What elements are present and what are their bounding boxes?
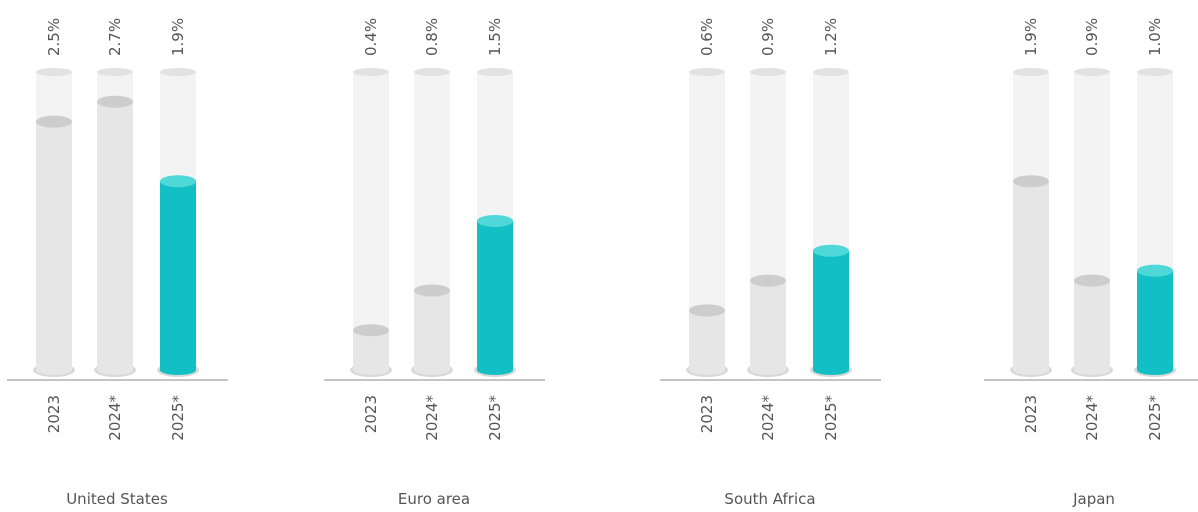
panel-title: South Africa bbox=[724, 490, 815, 508]
panel: 0.4% 2023 0.8% 2024* 1.5% 2025* Euro area bbox=[324, 18, 545, 508]
bar-bottom bbox=[1074, 365, 1110, 375]
bar-track-top bbox=[160, 68, 196, 76]
panel: 1.9% 2023 0.9% 2024* 1.0% 2025* Japan bbox=[984, 18, 1198, 508]
value-label: 1.2% bbox=[822, 18, 840, 56]
bar bbox=[1013, 181, 1049, 370]
bar-top bbox=[750, 274, 786, 287]
x-tick-label: 2025* bbox=[169, 395, 187, 441]
bar-bottom bbox=[97, 365, 133, 375]
x-tick-label: 2024* bbox=[106, 395, 124, 441]
value-label: 2.7% bbox=[106, 18, 124, 56]
bar-bottom bbox=[1137, 365, 1173, 375]
bar-bottom bbox=[160, 365, 196, 375]
value-label: 0.4% bbox=[362, 18, 380, 56]
panel-title: Japan bbox=[1072, 490, 1115, 508]
value-label: 0.8% bbox=[423, 18, 441, 56]
x-tick-label: 2025* bbox=[486, 395, 504, 441]
x-tick-label: 2024* bbox=[1083, 395, 1101, 441]
bar-bottom bbox=[813, 365, 849, 375]
bar-bottom bbox=[477, 365, 513, 375]
x-tick-label: 2025* bbox=[1146, 395, 1164, 441]
bar bbox=[750, 280, 786, 370]
bar bbox=[97, 101, 133, 371]
bar-track-top bbox=[414, 68, 450, 76]
bar bbox=[813, 250, 849, 370]
bar-bottom bbox=[1013, 365, 1049, 375]
bar bbox=[160, 181, 196, 370]
x-tick-label: 2023 bbox=[698, 395, 716, 433]
bar bbox=[353, 330, 389, 370]
x-tick-label: 2023 bbox=[1022, 395, 1040, 433]
bar-track-top bbox=[477, 68, 513, 76]
bar-top bbox=[689, 304, 725, 317]
bar-top bbox=[1137, 264, 1173, 277]
bar-track-top bbox=[1074, 68, 1110, 76]
x-tick-label: 2024* bbox=[759, 395, 777, 441]
panel: 0.6% 2023 0.9% 2024* 1.2% 2025* South Africa bbox=[660, 18, 881, 508]
value-label: 0.9% bbox=[759, 18, 777, 56]
panel-title: Euro area bbox=[398, 490, 470, 508]
x-tick-label: 2023 bbox=[362, 395, 380, 433]
value-label: 2.5% bbox=[45, 18, 63, 56]
bar-track-top bbox=[750, 68, 786, 76]
bar-track-top bbox=[353, 68, 389, 76]
bar-track-top bbox=[1137, 68, 1173, 76]
x-tick-label: 2024* bbox=[423, 395, 441, 441]
bar-track-top bbox=[813, 68, 849, 76]
value-label: 1.9% bbox=[169, 18, 187, 56]
bar-top bbox=[813, 244, 849, 257]
bar bbox=[1137, 270, 1173, 370]
bar-bottom bbox=[750, 365, 786, 375]
value-label: 1.5% bbox=[486, 18, 504, 56]
bar bbox=[36, 121, 72, 371]
bar bbox=[414, 290, 450, 370]
value-label: 1.9% bbox=[1022, 18, 1040, 56]
bar-top bbox=[97, 95, 133, 108]
bar-top bbox=[353, 324, 389, 337]
value-label: 0.6% bbox=[698, 18, 716, 56]
bar-track bbox=[353, 72, 389, 370]
bar-track-top bbox=[97, 68, 133, 76]
bar-bottom bbox=[36, 365, 72, 375]
bar-track-top bbox=[1013, 68, 1049, 76]
bar-top bbox=[414, 284, 450, 297]
bar-top bbox=[36, 115, 72, 128]
x-tick-label: 2023 bbox=[45, 395, 63, 433]
bar-bottom bbox=[414, 365, 450, 375]
bar-bottom bbox=[689, 365, 725, 375]
bar-bottom bbox=[353, 365, 389, 375]
panel-title: United States bbox=[66, 490, 168, 508]
bar-top bbox=[1074, 274, 1110, 287]
bar-track-top bbox=[36, 68, 72, 76]
x-tick-label: 2025* bbox=[822, 395, 840, 441]
panel: 2.5% 2023 2.7% 2024* 1.9% 2025* United States bbox=[7, 18, 228, 508]
value-label: 0.9% bbox=[1083, 18, 1101, 56]
bar-track-top bbox=[689, 68, 725, 76]
value-label: 1.0% bbox=[1146, 18, 1164, 56]
bar bbox=[1074, 280, 1110, 370]
bar bbox=[689, 310, 725, 370]
bar-top bbox=[1013, 175, 1049, 188]
bar bbox=[477, 221, 513, 370]
bar-top bbox=[477, 215, 513, 227]
bar-top bbox=[160, 175, 196, 188]
